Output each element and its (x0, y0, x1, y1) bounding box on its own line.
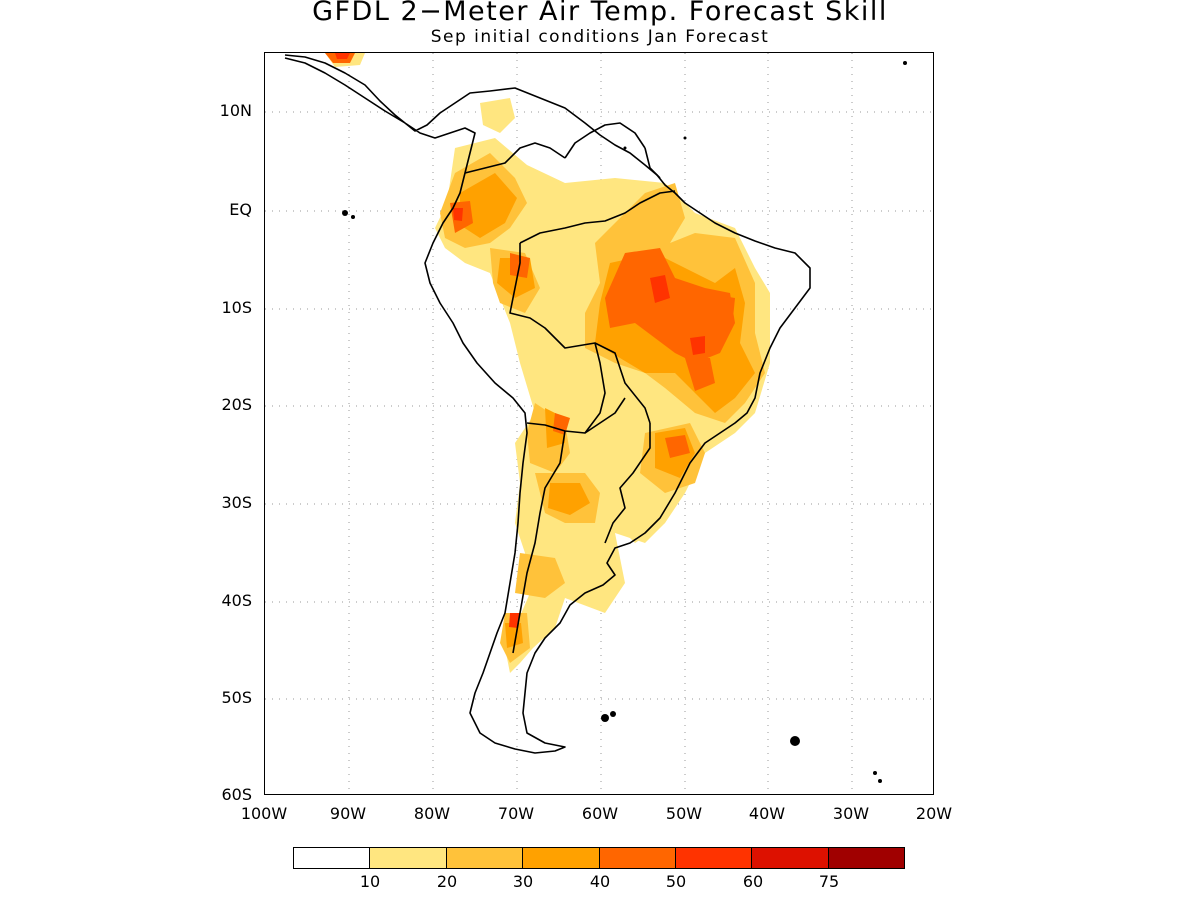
y-axis-label-60s: 60S (221, 785, 252, 804)
x-axis-label-60w: 60W (581, 804, 619, 823)
skill-shading (325, 53, 770, 673)
x-axis-label-30w: 30W (832, 804, 870, 823)
x-axis-label-50w: 50W (665, 804, 703, 823)
x-axis-label-90w: 90W (329, 804, 367, 823)
map-panel (264, 52, 934, 795)
legend-label: 60 (742, 872, 764, 891)
legend-swatch (828, 848, 904, 868)
legend-label: 40 (589, 872, 611, 891)
y-axis-label-eq: EQ (229, 200, 252, 219)
color-legend (293, 847, 905, 869)
legend-swatch (752, 848, 829, 868)
legend-swatch (446, 848, 524, 868)
x-axis-label-20w: 20W (915, 804, 953, 823)
legend-swatch (675, 848, 753, 868)
y-axis-label-10n: 10N (219, 101, 252, 120)
legend-swatch (294, 848, 371, 868)
map-title: GFDL 2−Meter Air Temp. Forecast Skill (312, 0, 888, 27)
x-axis-label-40w: 40W (748, 804, 786, 823)
legend-label: 75 (818, 872, 840, 891)
legend-label: 20 (436, 872, 458, 891)
legend-swatch (370, 848, 447, 868)
y-axis-label-30s: 30S (221, 493, 252, 512)
map-svg (265, 53, 933, 794)
y-axis-label-20s: 20S (221, 395, 252, 414)
legend-swatch (523, 848, 600, 868)
coastlines (284, 54, 811, 754)
islands (342, 61, 907, 783)
y-axis-label-40s: 40S (221, 591, 252, 610)
legend-label: 50 (665, 872, 687, 891)
y-axis-label-10s: 10S (221, 298, 252, 317)
legend-label: 30 (512, 872, 534, 891)
x-axis-label-70w: 70W (497, 804, 535, 823)
y-axis-label-50s: 50S (221, 688, 252, 707)
x-axis-label-80w: 80W (413, 804, 451, 823)
legend-swatch (599, 848, 676, 868)
map-subtitle: Sep initial conditions Jan Forecast (430, 27, 770, 47)
legend-label: 10 (359, 872, 381, 891)
x-axis-label-100w: 100W (240, 804, 288, 823)
